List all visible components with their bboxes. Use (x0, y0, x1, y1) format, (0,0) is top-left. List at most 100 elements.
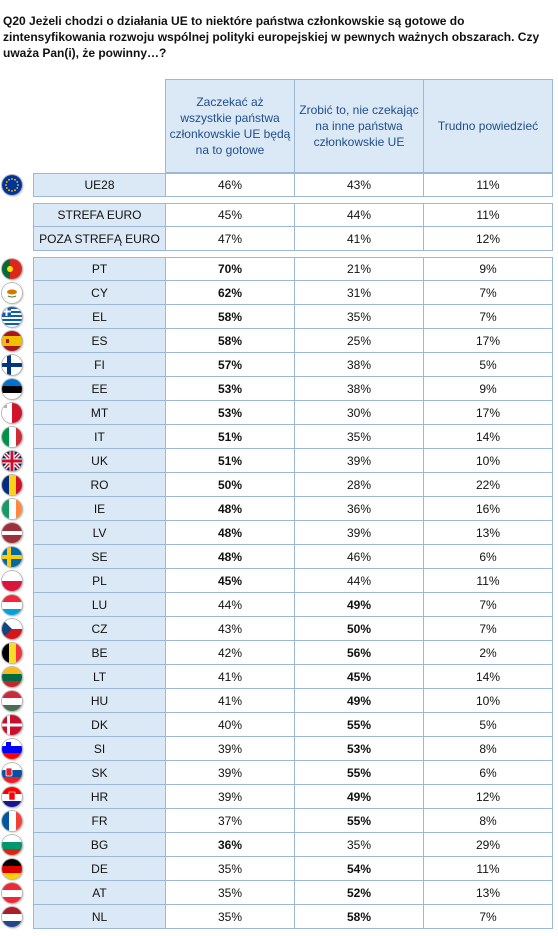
table-row: SK 39% 55% 6% (33, 761, 553, 785)
value-do-it-now: 35% (294, 305, 423, 329)
value-dont-know: 7% (423, 281, 553, 305)
value-wait-for-all: 48% (165, 521, 294, 545)
row-label: RO (33, 473, 165, 497)
row-label: LU (33, 593, 165, 617)
table-row: IE 48% 36% 16% (33, 497, 553, 521)
value-wait-for-all: 57% (165, 353, 294, 377)
table-row: LU 44% 49% 7% (33, 593, 553, 617)
value-do-it-now: 49% (294, 785, 423, 809)
table-row: RO 50% 28% 22% (33, 473, 553, 497)
value-wait-for-all: 42% (165, 641, 294, 665)
row-label: CZ (33, 617, 165, 641)
value-wait-for-all: 41% (165, 665, 294, 689)
value-do-it-now: 21% (294, 257, 423, 281)
flag-cy-icon (2, 283, 22, 303)
value-wait-for-all: 40% (165, 713, 294, 737)
value-dont-know: 5% (423, 353, 553, 377)
value-wait-for-all: 35% (165, 905, 294, 929)
flag-nl-icon (2, 907, 22, 927)
value-do-it-now: 56% (294, 641, 423, 665)
flag-pt-icon (2, 259, 22, 279)
flag-se-icon (2, 547, 22, 567)
value-do-it-now: 54% (294, 857, 423, 881)
table-row: UK 51% 39% 10% (33, 449, 553, 473)
flag-es-icon (2, 331, 22, 351)
value-do-it-now: 49% (294, 689, 423, 713)
table-row: LT 41% 45% 14% (33, 665, 553, 689)
question-title: Q20 Jeżeli chodzi o działania UE to niek… (3, 14, 540, 60)
value-wait-for-all: 58% (165, 305, 294, 329)
table-row: HU 41% 49% 10% (33, 689, 553, 713)
table-row: EL 58% 35% 7% (33, 305, 553, 329)
flag-hu-icon (2, 691, 22, 711)
value-do-it-now: 25% (294, 329, 423, 353)
value-dont-know: 7% (423, 617, 553, 641)
value-wait-for-all: 43% (165, 617, 294, 641)
value-dont-know: 10% (423, 689, 553, 713)
value-do-it-now: 45% (294, 665, 423, 689)
flag-hr-icon (2, 787, 22, 807)
value-dont-know: 7% (423, 305, 553, 329)
table-row: SE 48% 46% 6% (33, 545, 553, 569)
value-wait-for-all: 47% (165, 227, 294, 251)
flag-sk-icon (2, 763, 22, 783)
table-row: LV 48% 39% 13% (33, 521, 553, 545)
value-do-it-now: 35% (294, 425, 423, 449)
table-row: SI 39% 53% 8% (33, 737, 553, 761)
row-label: PL (33, 569, 165, 593)
row-label: SK (33, 761, 165, 785)
flag-si-icon (2, 739, 22, 759)
value-wait-for-all: 36% (165, 833, 294, 857)
header-wait-for-all: Zaczekać aż wszystkie państwa członkowsk… (165, 79, 295, 173)
row-label: CY (33, 281, 165, 305)
row-label: POZA STREFĄ EURO (33, 227, 165, 251)
table-row: EE 53% 38% 9% (33, 377, 553, 401)
table-row: ES 58% 25% 17% (33, 329, 553, 353)
flag-bg-icon (2, 835, 22, 855)
value-wait-for-all: 58% (165, 329, 294, 353)
value-do-it-now: 36% (294, 497, 423, 521)
table-row: NL 35% 58% 7% (33, 905, 553, 929)
value-wait-for-all: 37% (165, 809, 294, 833)
table-row: CY 62% 31% 7% (33, 281, 553, 305)
value-wait-for-all: 53% (165, 377, 294, 401)
flag-lt-icon (2, 667, 22, 687)
flag-ro-icon (2, 475, 22, 495)
row-label: STREFA EURO (33, 203, 165, 227)
value-do-it-now: 46% (294, 545, 423, 569)
value-dont-know: 6% (423, 761, 553, 785)
flag-uk-icon (2, 451, 22, 471)
table-row: CZ 43% 50% 7% (33, 617, 553, 641)
value-dont-know: 14% (423, 665, 553, 689)
row-label: LV (33, 521, 165, 545)
row-label: SE (33, 545, 165, 569)
value-do-it-now: 35% (294, 833, 423, 857)
flag-el-icon (2, 307, 22, 327)
value-do-it-now: 55% (294, 713, 423, 737)
value-dont-know: 17% (423, 401, 553, 425)
flag-it-icon (2, 427, 22, 447)
value-dont-know: 29% (423, 833, 553, 857)
table-row: UE28 46% 43% 11% (33, 173, 553, 197)
table-row: BE 42% 56% 2% (33, 641, 553, 665)
value-dont-know: 16% (423, 497, 553, 521)
value-do-it-now: 44% (294, 203, 423, 227)
flag-lu-icon (2, 595, 22, 615)
value-do-it-now: 41% (294, 227, 423, 251)
value-wait-for-all: 51% (165, 449, 294, 473)
flag-fi-icon (2, 355, 22, 375)
flag-ie-icon (2, 499, 22, 519)
flag-ue28-icon (2, 175, 22, 195)
row-label: UK (33, 449, 165, 473)
row-label: EE (33, 377, 165, 401)
row-label: DK (33, 713, 165, 737)
value-do-it-now: 31% (294, 281, 423, 305)
value-dont-know: 2% (423, 641, 553, 665)
flag-lv-icon (2, 523, 22, 543)
value-dont-know: 11% (423, 203, 553, 227)
value-dont-know: 22% (423, 473, 553, 497)
value-do-it-now: 30% (294, 401, 423, 425)
value-do-it-now: 55% (294, 761, 423, 785)
value-wait-for-all: 45% (165, 203, 294, 227)
value-wait-for-all: 70% (165, 257, 294, 281)
